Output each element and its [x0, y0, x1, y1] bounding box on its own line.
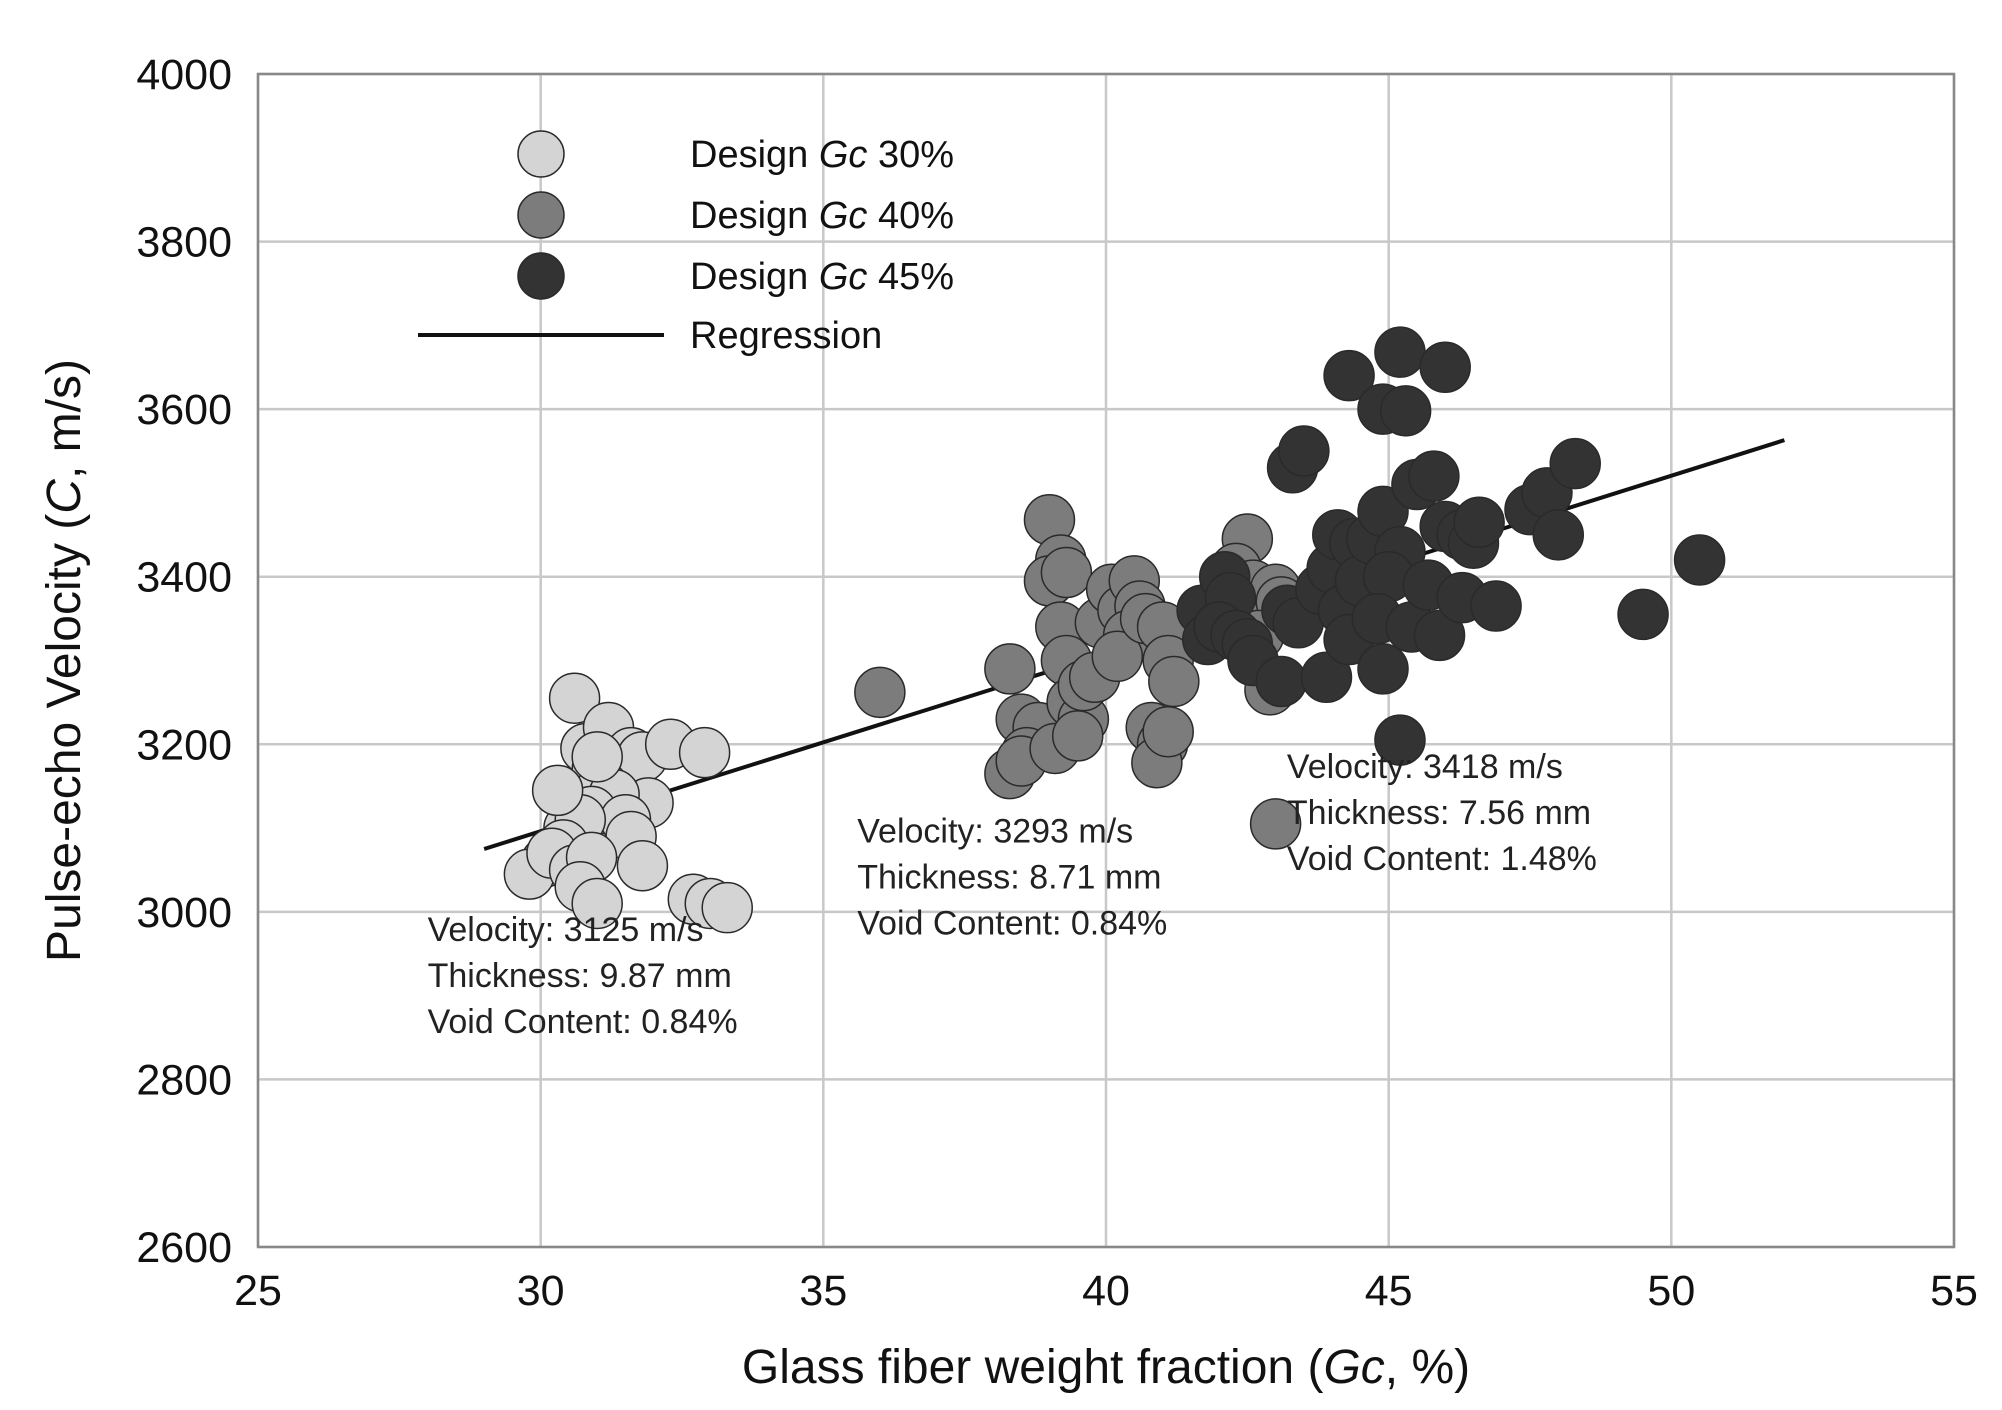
- annotation-3-line: Velocity: 3418 m/s: [1287, 748, 1563, 786]
- annotation-1-line: Velocity: 3125 m/s: [428, 911, 704, 949]
- data-point-series-2: [984, 643, 1036, 695]
- x-tick-label: 25: [234, 1267, 282, 1315]
- data-point-series-3: [1617, 588, 1669, 641]
- data-point-series-3: [1374, 326, 1426, 378]
- tick-labels: 25 30 35 40 45 50 55 2600 2800 3000 3200 3400 3600 38…: [136, 51, 1978, 1315]
- data-point-series-1: [701, 881, 753, 934]
- data-point-series-1: [548, 672, 601, 724]
- annotation-1-line: Void Content: 0.84%: [428, 1003, 738, 1041]
- annotation-2-line: Velocity: 3293 m/s: [857, 812, 1133, 850]
- x-tick-label: 40: [1082, 1267, 1130, 1315]
- legend-marker: [517, 191, 565, 239]
- data-point-series-2: [1142, 705, 1194, 758]
- x-tick-label: 45: [1365, 1267, 1413, 1315]
- data-point-series-3: [1255, 655, 1308, 708]
- data-point-series-3: [1532, 509, 1585, 561]
- data-point-series-2: [854, 666, 906, 719]
- y-tick-label: 3200: [136, 721, 232, 769]
- data-point-series-3: [1323, 349, 1375, 402]
- annotations: Velocity: 3125 m/s Thickness: 9.87 mm Void…: [428, 748, 1597, 1041]
- data-point-series-3: [1379, 385, 1432, 437]
- y-tick-label: 4000: [136, 51, 232, 99]
- y-tick-label: 3400: [136, 554, 232, 602]
- data-point-series-2: [1148, 655, 1200, 708]
- data-point-series-3: [1673, 534, 1726, 586]
- data-point-series-1: [531, 764, 584, 817]
- y-axis-label: Pulse-echo Velocity (C, m/s): [38, 359, 91, 962]
- legend-label: Design Gc 45%: [690, 256, 954, 298]
- y-tick-label: 3600: [136, 386, 232, 434]
- y-tick-label: 3000: [136, 889, 232, 937]
- data-point-series-2: [1091, 630, 1144, 683]
- data-point-series-2: [1040, 546, 1093, 599]
- annotation-3-line: Void Content: 1.48%: [1287, 840, 1597, 878]
- x-tick-label: 30: [517, 1267, 565, 1315]
- x-tick-label: 35: [799, 1267, 847, 1315]
- legend-label: Design Gc 30%: [690, 134, 954, 176]
- legend-marker: [517, 252, 565, 300]
- plot-frame: [256, 72, 1956, 1249]
- data-point-series-3: [1419, 341, 1471, 393]
- y-tick-label: 2800: [136, 1056, 232, 1104]
- data-point-series-3: [1549, 437, 1601, 490]
- data-point-series-1: [678, 726, 731, 779]
- legend: Design Gc 30% Design Gc 40% Design Gc 45% R…: [418, 130, 954, 357]
- data-point-series-1: [571, 731, 623, 783]
- x-tick-label: 50: [1647, 1267, 1695, 1315]
- legend-label: Regression: [690, 315, 882, 357]
- legend-label: Design Gc 40%: [690, 195, 954, 237]
- data-point-series-2: [1051, 710, 1104, 762]
- legend-marker: [517, 130, 565, 178]
- data-point-series-1: [571, 877, 623, 930]
- annotation-1-line: Thickness: 9.87 mm: [428, 957, 732, 995]
- data-point-series-3: [1278, 425, 1330, 477]
- annotation-3-line: Thickness: 7.56 mm: [1287, 794, 1591, 832]
- data-point-series-3: [1374, 714, 1426, 766]
- data-point-series-3: [1470, 580, 1522, 632]
- annotation-2-line: Void Content: 0.84%: [857, 904, 1167, 942]
- data-point-series-3: [1413, 609, 1466, 662]
- annotation-2-line: Thickness: 8.71 mm: [857, 858, 1161, 896]
- y-tick-label: 2600: [136, 1224, 232, 1272]
- data-point-series-3: [1408, 450, 1460, 502]
- data-point-series-3: [1453, 496, 1505, 549]
- y-tick-label: 3800: [136, 219, 232, 267]
- x-axis-label: Glass fiber weight fraction (Gc, %): [742, 1341, 1470, 1394]
- data-point-series-1: [616, 840, 669, 892]
- x-tick-label: 55: [1930, 1267, 1978, 1315]
- data-point-series-3: [1357, 643, 1409, 695]
- data-point-series-2: [1249, 798, 1302, 850]
- points-layer: [503, 326, 1726, 934]
- data-point-series-3: [1300, 651, 1353, 704]
